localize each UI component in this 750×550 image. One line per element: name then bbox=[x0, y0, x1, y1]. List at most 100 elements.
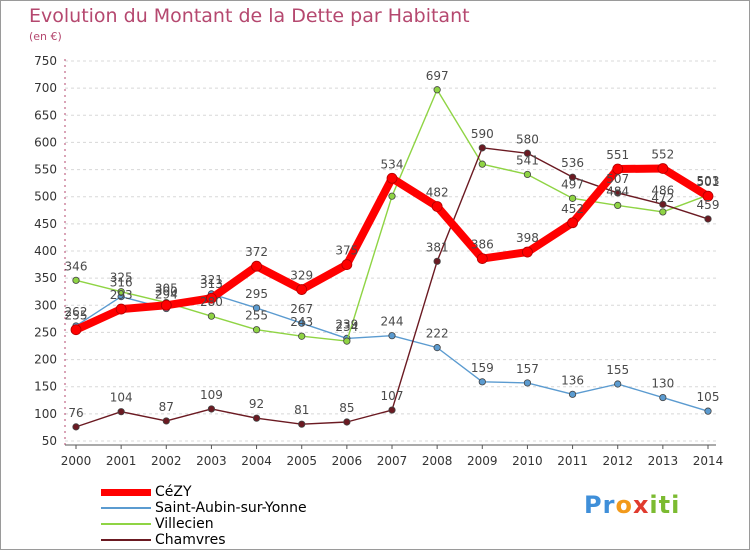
data-label: 497 bbox=[561, 177, 584, 191]
data-label: 482 bbox=[426, 185, 449, 199]
legend-swatch-villecien bbox=[101, 523, 151, 525]
data-label: 305 bbox=[155, 282, 178, 296]
data-label: 76 bbox=[68, 406, 83, 420]
x-tick-label: 2009 bbox=[467, 454, 498, 468]
y-tick-label: 400 bbox=[34, 244, 57, 258]
data-point bbox=[298, 319, 306, 327]
data-label: 295 bbox=[245, 287, 268, 301]
x-tick-label: 2013 bbox=[648, 454, 679, 468]
data-label: 300 bbox=[155, 284, 178, 298]
data-point bbox=[252, 304, 261, 312]
data-label: 255 bbox=[65, 309, 88, 323]
data-label: 92 bbox=[249, 397, 264, 411]
y-tick-label: 600 bbox=[34, 135, 57, 149]
x-tick-label: 2004 bbox=[241, 454, 272, 468]
y-tick-label: 500 bbox=[34, 190, 57, 204]
data-point bbox=[433, 344, 441, 352]
data-point bbox=[612, 163, 624, 175]
legend-label-cezy: CéZY bbox=[155, 484, 192, 500]
data-label: 87 bbox=[159, 400, 174, 414]
data-point bbox=[433, 257, 441, 265]
logo-letter: i bbox=[671, 491, 681, 519]
data-label: 507 bbox=[606, 172, 629, 186]
data-label: 159 bbox=[471, 361, 494, 375]
x-tick-label: 2005 bbox=[286, 454, 317, 468]
data-label: 329 bbox=[290, 269, 313, 283]
y-tick-label: 200 bbox=[34, 353, 57, 367]
data-label: 81 bbox=[294, 403, 309, 417]
data-point bbox=[433, 86, 441, 94]
x-tick-label: 2001 bbox=[106, 454, 137, 468]
data-label: 255 bbox=[245, 309, 268, 323]
y-tick-label: 250 bbox=[34, 325, 57, 339]
data-label: 398 bbox=[516, 231, 539, 245]
data-point bbox=[614, 201, 622, 209]
legend-swatch-saint-aubin bbox=[101, 507, 151, 509]
y-tick-label: 700 bbox=[34, 81, 57, 95]
data-label: 280 bbox=[200, 295, 223, 309]
data-label: 244 bbox=[381, 315, 404, 329]
data-label: 234 bbox=[335, 320, 358, 334]
data-point bbox=[657, 163, 669, 174]
legend-label-saint-aubin: Saint-Aubin-sur-Yonne bbox=[155, 500, 307, 516]
data-label: 294 bbox=[155, 288, 178, 302]
data-point bbox=[115, 303, 127, 315]
data-label: 381 bbox=[426, 240, 449, 254]
data-point bbox=[341, 259, 353, 270]
data-label: 136 bbox=[561, 373, 584, 387]
data-point bbox=[252, 326, 261, 334]
x-tick-label: 2002 bbox=[151, 454, 182, 468]
legend-swatch-cezy bbox=[101, 489, 151, 496]
y-tick-label: 350 bbox=[34, 271, 57, 285]
data-point bbox=[523, 170, 532, 179]
data-point bbox=[70, 324, 82, 336]
data-point bbox=[478, 378, 486, 386]
data-point bbox=[568, 173, 577, 181]
data-label: 536 bbox=[561, 156, 584, 170]
data-label: 386 bbox=[471, 238, 494, 252]
data-label: 104 bbox=[110, 391, 133, 405]
data-point bbox=[659, 393, 667, 402]
data-point bbox=[386, 172, 398, 184]
y-tick-label: 550 bbox=[34, 163, 57, 177]
chart-title: Evolution du Montant de la Dette par Hab… bbox=[29, 5, 470, 27]
data-point bbox=[568, 194, 577, 202]
data-point bbox=[476, 253, 488, 265]
data-label: 239 bbox=[335, 317, 358, 331]
data-point bbox=[523, 149, 532, 157]
data-point bbox=[388, 406, 396, 414]
data-label: 267 bbox=[290, 302, 313, 316]
data-point bbox=[206, 292, 217, 304]
data-label: 293 bbox=[110, 288, 133, 302]
y-tick-label: 50 bbox=[42, 434, 57, 448]
legend-label-villecien: Villecien bbox=[155, 516, 214, 532]
data-point bbox=[296, 284, 308, 295]
data-label: 459 bbox=[697, 198, 720, 212]
data-point bbox=[568, 390, 577, 398]
data-label: 107 bbox=[381, 389, 404, 403]
data-label: 486 bbox=[651, 183, 674, 197]
data-point bbox=[478, 144, 486, 152]
data-point bbox=[523, 379, 532, 387]
data-label: 372 bbox=[245, 245, 268, 259]
data-label: 109 bbox=[200, 388, 223, 402]
data-point bbox=[117, 408, 125, 416]
data-label: 472 bbox=[651, 191, 674, 205]
data-label: 375 bbox=[335, 244, 358, 258]
data-point bbox=[388, 192, 396, 200]
logo-letter: r bbox=[602, 491, 616, 519]
data-label: 552 bbox=[651, 147, 674, 161]
data-point bbox=[522, 246, 533, 258]
data-point bbox=[431, 201, 443, 212]
data-point bbox=[614, 380, 622, 388]
data-label: 321 bbox=[200, 273, 223, 287]
x-tick-label: 2008 bbox=[422, 454, 453, 468]
data-label: 452 bbox=[561, 202, 584, 216]
data-label: 130 bbox=[651, 377, 674, 391]
data-point bbox=[659, 200, 667, 208]
data-label: 105 bbox=[697, 390, 720, 404]
data-point bbox=[72, 276, 80, 284]
x-tick-label: 2010 bbox=[512, 454, 543, 468]
